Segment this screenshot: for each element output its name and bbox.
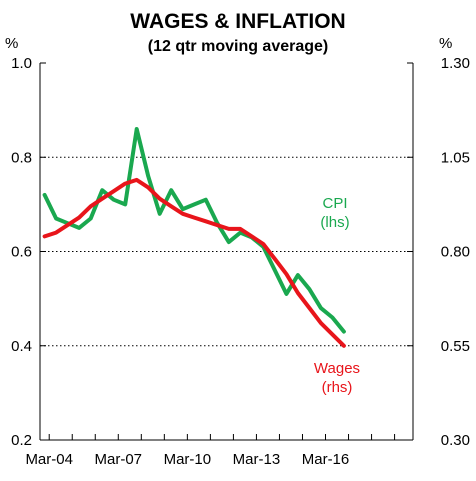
y-right-tick-label: 1.05 xyxy=(441,149,470,166)
y-left-tick-label: 0.8 xyxy=(11,149,32,166)
y-axis-right-ticks: 0.30 0.55 0.80 1.05 1.30 xyxy=(441,55,470,449)
x-tick-label: Mar-04 xyxy=(25,451,73,468)
y-left-tick-label: 0.2 xyxy=(11,432,32,449)
x-tick-label: Mar-13 xyxy=(233,451,281,468)
chart-subtitle: (12 qtr moving average) xyxy=(148,38,329,55)
y-right-tick-label: 0.80 xyxy=(441,244,470,261)
axes xyxy=(39,62,414,441)
x-axis-ticks: Mar-04 Mar-07 Mar-10 Mar-13 Mar-16 xyxy=(25,451,349,468)
series-label-cpi: CPI xyxy=(322,195,347,212)
x-tick-label: Mar-07 xyxy=(95,451,143,468)
series-label-cpi: (lhs) xyxy=(320,214,349,231)
series-line-cpi xyxy=(42,127,346,334)
series-label-wages: (rhs) xyxy=(322,379,353,396)
y-axis-left-ticks: 0.2 0.4 0.6 0.8 1.0 xyxy=(11,55,32,449)
left-unit-label: % xyxy=(5,35,18,52)
y-right-tick-label: 0.30 xyxy=(441,432,470,449)
y-right-tick-label: 0.55 xyxy=(441,338,470,355)
y-left-tick-label: 1.0 xyxy=(11,55,32,72)
x-tick-label: Mar-16 xyxy=(302,451,350,468)
series-line-wages xyxy=(42,177,346,348)
series-label-wages: Wages xyxy=(314,360,360,377)
series-labels: CPI (lhs) Wages (rhs) xyxy=(314,195,360,396)
y-right-tick-label: 1.30 xyxy=(441,55,470,72)
x-tick-label: Mar-10 xyxy=(164,451,212,468)
series xyxy=(42,127,346,348)
chart-title: WAGES & INFLATION xyxy=(130,10,345,33)
right-unit-label: % xyxy=(439,35,452,52)
y-left-tick-label: 0.4 xyxy=(11,338,32,355)
gridlines xyxy=(40,156,413,347)
y-left-tick-label: 0.6 xyxy=(11,244,32,261)
